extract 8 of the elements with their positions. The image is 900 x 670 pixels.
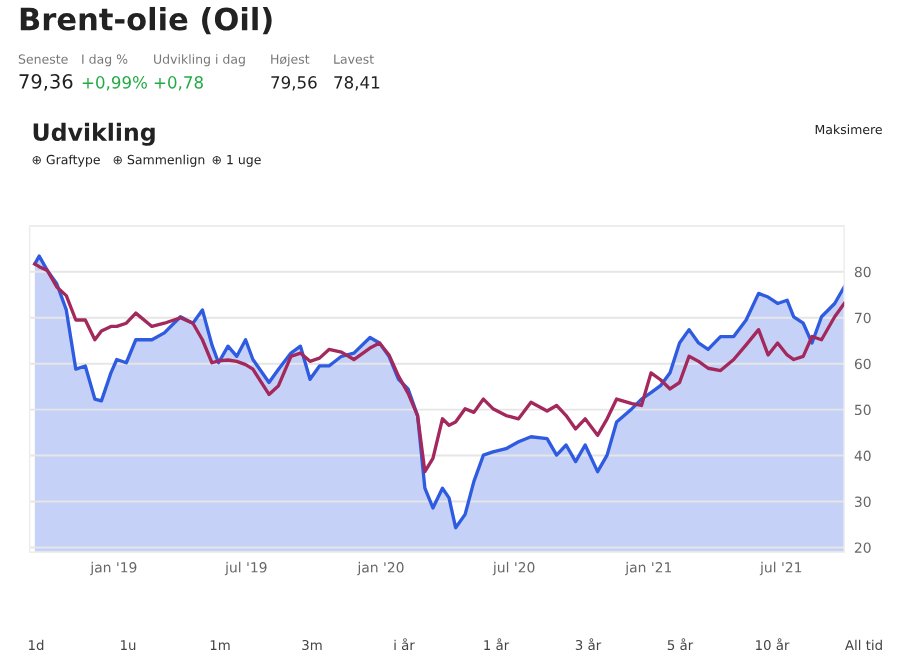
chart-subtitle: Udvikling xyxy=(33,122,155,146)
chart-title: Brent-olie (Oil) xyxy=(20,6,272,35)
text: +0,78 xyxy=(154,76,203,91)
text: 78,41 xyxy=(334,76,380,91)
text: 79,56 xyxy=(271,76,317,91)
text: +0,99% xyxy=(82,76,147,91)
line-series xyxy=(33,262,845,474)
text: 79,36 xyxy=(19,74,73,91)
